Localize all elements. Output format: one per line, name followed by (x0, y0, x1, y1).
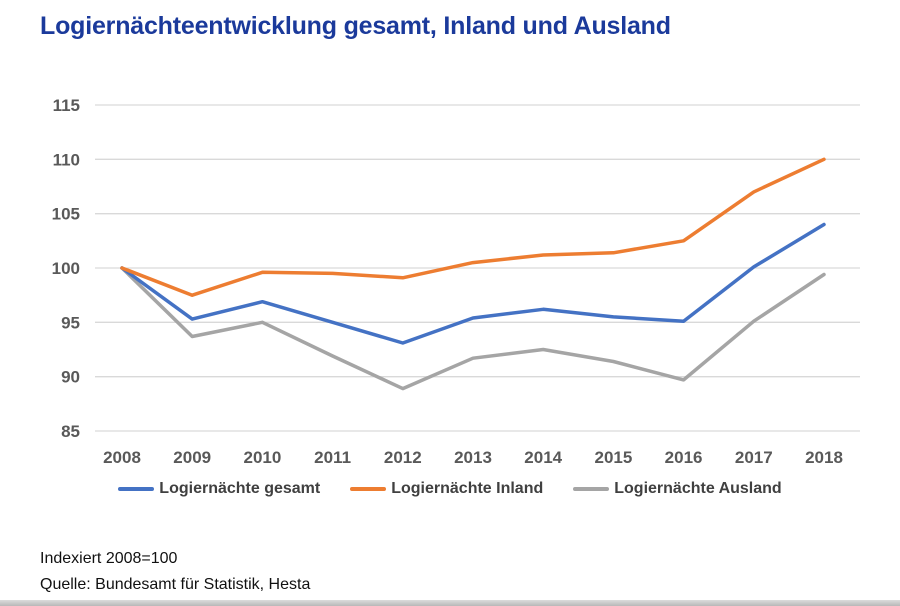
x-axis-label-2017: 2017 (735, 448, 773, 467)
x-axis-label-2012: 2012 (384, 448, 422, 467)
x-axis-label-2016: 2016 (665, 448, 703, 467)
x-axis-label-2009: 2009 (173, 448, 211, 467)
x-axis-label-2014: 2014 (524, 448, 562, 467)
legend-swatch-ausland (573, 487, 610, 491)
line-series-1 (120, 157, 826, 297)
y-axis-label-110: 110 (53, 150, 80, 169)
legend-label-ausland: Logiernächte Ausland (614, 480, 782, 497)
legend-swatch-inland (350, 487, 387, 491)
legend-item-inland: Logiernächte Inland (350, 480, 543, 498)
legend-label-inland: Logiernächte Inland (391, 480, 544, 497)
x-axis-label-2008: 2008 (103, 448, 141, 467)
x-axis-label-2018: 2018 (805, 448, 843, 467)
y-axis-label-105: 105 (52, 205, 80, 224)
bottom-divider (0, 600, 900, 606)
y-axis-label-115: 115 (53, 96, 80, 115)
chart-footnotes: Indexiert 2008=100 Quelle: Bundesamt für… (40, 546, 310, 598)
y-axis-label-100: 100 (52, 259, 80, 278)
chart-title: Logiernächteentwicklung gesamt, Inland u… (40, 12, 671, 40)
y-axis-label-90: 90 (61, 368, 80, 387)
y-axis-label-85: 85 (61, 422, 80, 441)
x-axis-label-2010: 2010 (243, 448, 281, 467)
line-series-0 (120, 222, 826, 345)
legend-label-gesamt: Logiernächte gesamt (159, 480, 321, 497)
footnote-index: Indexiert 2008=100 (40, 550, 178, 567)
footnote-source: Quelle: Bundesamt für Statistik, Hesta (40, 576, 311, 593)
line-series-2 (120, 266, 826, 391)
x-axis-label-2015: 2015 (594, 448, 632, 467)
legend-swatch-gesamt (118, 487, 155, 491)
chart-legend: Logiernächte gesamt Logiernächte Inland … (0, 480, 900, 498)
x-axis-label-2011: 2011 (314, 448, 351, 467)
legend-item-gesamt: Logiernächte gesamt (118, 480, 320, 498)
line-chart: 85 90 95 100 105 110 115 2008 2009 2010 2011 2012 20… (52, 96, 860, 467)
legend-item-ausland: Logiernächte Ausland (573, 480, 782, 498)
y-axis-label-95: 95 (61, 313, 80, 332)
x-axis-label-2013: 2013 (454, 448, 492, 467)
